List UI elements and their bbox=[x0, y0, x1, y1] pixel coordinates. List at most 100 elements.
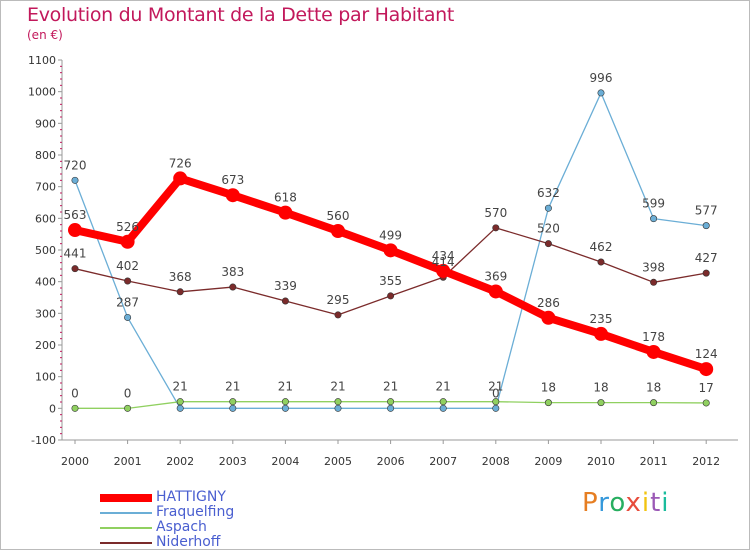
data-label-hattigny: 673 bbox=[221, 173, 244, 187]
data-point-niderhoff bbox=[176, 288, 184, 296]
data-label-aspach: 0 bbox=[71, 386, 79, 400]
data-label-hattigny: 560 bbox=[327, 209, 350, 223]
data-label-hattigny: 286 bbox=[537, 296, 560, 310]
data-label-hattigny: 235 bbox=[590, 312, 613, 326]
data-label-fraquelfing: 996 bbox=[590, 71, 613, 85]
data-point-fraquelfing bbox=[544, 204, 552, 212]
data-label-aspach: 21 bbox=[383, 380, 398, 394]
data-label-hattigny: 563 bbox=[64, 208, 87, 222]
data-label-aspach: 21 bbox=[330, 380, 345, 394]
data-point-niderhoff bbox=[334, 311, 342, 319]
y-tick-label: 100 bbox=[35, 371, 56, 384]
x-tick-label: 2002 bbox=[166, 455, 194, 468]
data-label-aspach: 21 bbox=[278, 380, 293, 394]
data-label-niderhoff: 427 bbox=[695, 251, 718, 265]
proxiti-logo: Proxiti bbox=[582, 488, 670, 518]
legend-label: Aspach bbox=[156, 519, 207, 535]
data-label-aspach: 21 bbox=[488, 380, 503, 394]
data-point-niderhoff bbox=[229, 283, 237, 291]
data-point-hattigny bbox=[173, 171, 188, 186]
data-point-hattigny bbox=[646, 344, 661, 359]
chart-title: Evolution du Montant de la Dette par Hab… bbox=[27, 4, 455, 26]
data-point-niderhoff bbox=[281, 297, 289, 305]
x-tick-label: 2012 bbox=[692, 455, 720, 468]
data-label-aspach: 18 bbox=[593, 381, 608, 395]
data-point-aspach bbox=[124, 404, 132, 412]
y-tick-label: 0 bbox=[49, 402, 56, 415]
x-tick-label: 2000 bbox=[61, 455, 89, 468]
data-label-aspach: 0 bbox=[124, 386, 132, 400]
x-tick-label: 2001 bbox=[114, 455, 142, 468]
data-label-aspach: 18 bbox=[541, 381, 556, 395]
data-point-niderhoff bbox=[702, 269, 710, 277]
data-point-aspach bbox=[281, 398, 289, 406]
data-label-niderhoff: 462 bbox=[590, 240, 613, 254]
legend-swatch bbox=[100, 542, 152, 544]
data-point-aspach bbox=[334, 398, 342, 406]
y-tick-label: 700 bbox=[35, 181, 56, 194]
data-point-fraquelfing bbox=[387, 404, 395, 412]
data-point-aspach bbox=[387, 398, 395, 406]
x-tick-label: 2011 bbox=[640, 455, 668, 468]
data-point-hattigny bbox=[120, 234, 135, 249]
data-point-fraquelfing bbox=[281, 404, 289, 412]
data-label-niderhoff: 355 bbox=[379, 274, 402, 288]
data-label-niderhoff: 383 bbox=[221, 265, 244, 279]
x-tick-label: 2003 bbox=[219, 455, 247, 468]
data-label-aspach: 18 bbox=[646, 381, 661, 395]
legend-label: Fraquelfing bbox=[156, 504, 235, 520]
data-point-hattigny bbox=[383, 243, 398, 258]
data-label-fraquelfing: 632 bbox=[537, 186, 560, 200]
data-label-aspach: 21 bbox=[436, 380, 451, 394]
data-point-hattigny bbox=[699, 362, 714, 377]
data-label-aspach: 21 bbox=[225, 380, 240, 394]
data-point-fraquelfing bbox=[702, 222, 710, 230]
data-label-niderhoff: 339 bbox=[274, 279, 297, 293]
data-label-fraquelfing: 287 bbox=[116, 295, 139, 309]
data-label-hattigny: 526 bbox=[116, 220, 139, 234]
chart-subtitle: (en €) bbox=[27, 28, 63, 42]
data-point-aspach bbox=[492, 398, 500, 406]
data-point-hattigny bbox=[436, 263, 451, 278]
data-point-hattigny bbox=[594, 326, 608, 341]
data-point-niderhoff bbox=[387, 292, 395, 300]
data-point-fraquelfing bbox=[650, 215, 658, 223]
data-point-fraquelfing bbox=[492, 404, 500, 412]
y-tick-label: 400 bbox=[35, 276, 56, 289]
data-label-hattigny: 434 bbox=[432, 249, 455, 263]
data-label-hattigny: 726 bbox=[169, 156, 192, 170]
x-tick-label: 2007 bbox=[429, 455, 457, 468]
x-tick-label: 2005 bbox=[324, 455, 352, 468]
y-tick-label: 500 bbox=[35, 244, 56, 257]
data-point-fraquelfing bbox=[176, 404, 184, 412]
y-tick-label: 600 bbox=[35, 212, 56, 225]
data-point-fraquelfing bbox=[334, 404, 342, 412]
data-point-aspach bbox=[229, 398, 237, 406]
data-point-aspach bbox=[650, 399, 658, 407]
data-label-hattigny: 124 bbox=[695, 347, 718, 361]
legend-swatch bbox=[100, 512, 152, 514]
data-point-fraquelfing bbox=[597, 89, 605, 97]
x-tick-label: 2006 bbox=[377, 455, 405, 468]
legend-label: HATTIGNY bbox=[156, 489, 226, 505]
data-point-niderhoff bbox=[124, 277, 132, 285]
data-point-niderhoff bbox=[492, 224, 500, 232]
data-point-hattigny bbox=[331, 224, 345, 238]
data-label-aspach: 17 bbox=[699, 381, 714, 395]
data-label-niderhoff: 520 bbox=[537, 222, 560, 236]
data-label-fraquelfing: 599 bbox=[642, 197, 665, 211]
data-point-hattigny bbox=[488, 284, 503, 299]
y-tick-label: 1100 bbox=[28, 54, 56, 67]
data-point-hattigny bbox=[68, 223, 82, 238]
data-label-aspach: 21 bbox=[173, 380, 188, 394]
data-point-aspach bbox=[176, 398, 184, 406]
data-label-niderhoff: 414 bbox=[432, 255, 455, 269]
data-label-hattigny: 178 bbox=[642, 330, 665, 344]
y-tick-label: 1000 bbox=[28, 86, 56, 99]
data-point-aspach bbox=[702, 399, 710, 407]
x-tick-label: 2004 bbox=[271, 455, 299, 468]
legend-swatch bbox=[100, 527, 152, 529]
data-label-hattigny: 618 bbox=[274, 191, 297, 205]
y-tick-label: -100 bbox=[31, 434, 56, 447]
